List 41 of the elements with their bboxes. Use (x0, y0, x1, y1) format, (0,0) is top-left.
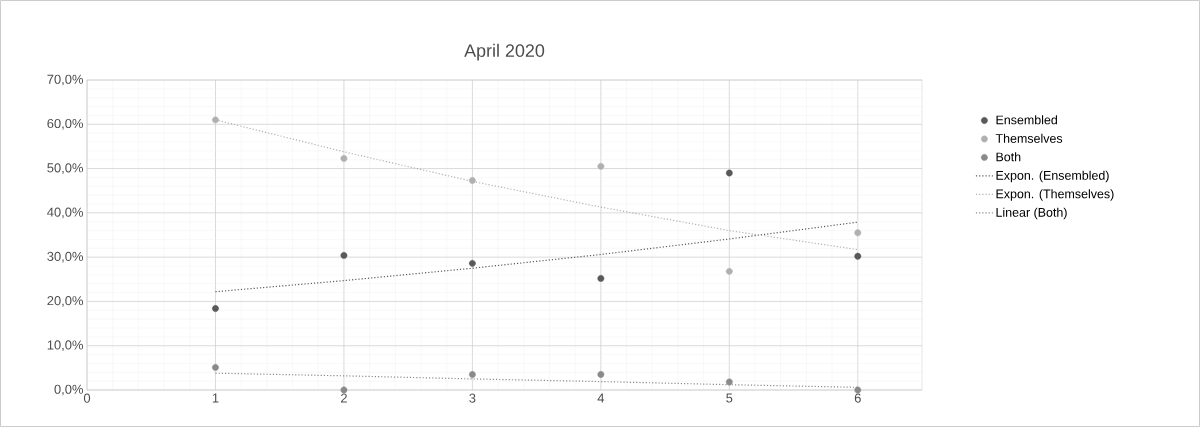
y-tick-label: 40,0% (47, 207, 84, 219)
y-tick-label: 20,0% (47, 296, 84, 307)
x-tick-label: 4 (597, 393, 605, 403)
point (469, 371, 476, 378)
point (212, 116, 219, 124)
point (854, 386, 862, 394)
point (725, 169, 733, 177)
legend-label: Ensembled (996, 115, 1057, 125)
point (340, 386, 348, 394)
point (212, 305, 219, 312)
x-tick-label: 3 (469, 393, 476, 403)
x-tick-label: 6 (854, 393, 861, 403)
x-tick-label: 5 (726, 393, 733, 403)
legend-label: Both (996, 152, 1021, 162)
point (469, 259, 476, 267)
x-tick-label: 1 (212, 393, 219, 403)
y-tick-label: 30,0% (47, 251, 84, 263)
point (469, 177, 476, 184)
legend-label: Expon. (Themselves) (996, 189, 1114, 201)
legend-label: Linear (Both) (996, 207, 1067, 220)
point (725, 267, 733, 275)
point (340, 251, 348, 259)
x-tick-label: 0 (83, 393, 91, 403)
y-tick-label: 70,0% (47, 74, 84, 86)
y-tick-label: 50,0% (47, 163, 84, 174)
point (725, 378, 733, 386)
y-tick-label: 60,0% (47, 118, 84, 130)
y-tick-label: 0,0% (54, 384, 84, 396)
line-series (214, 221, 859, 293)
point (597, 371, 605, 378)
point (597, 275, 605, 282)
point (597, 162, 605, 170)
chart-title: April 2020 (464, 43, 545, 61)
legend-label: Expon. (Ensembled) (996, 170, 1109, 183)
point (854, 252, 862, 260)
point (340, 155, 348, 162)
x-tick-label: 2 (340, 393, 347, 403)
point (212, 364, 219, 371)
legend-label: Themselves (995, 133, 1063, 143)
y-tick-label: 10,0% (47, 340, 84, 352)
point (854, 229, 862, 237)
